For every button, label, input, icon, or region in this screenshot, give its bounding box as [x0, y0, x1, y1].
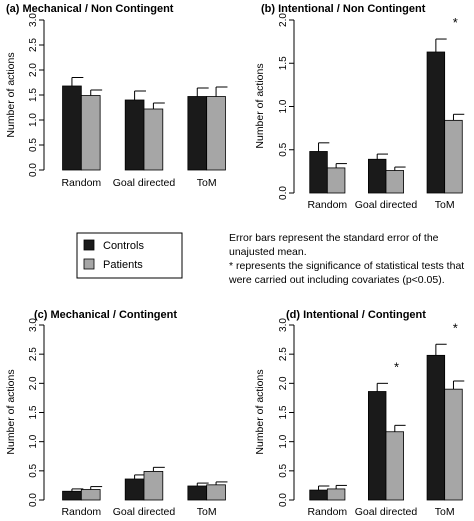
note-line-2: unajusted mean.: [229, 246, 307, 258]
legend-label-patients: Patients: [103, 259, 143, 271]
panel-a-plot: 0.0 0.5 1.0 1.5 2.0 2.5 3.0 Number of actions Ra…: [5, 13, 228, 189]
panel-c-y-tick-label: 2.0: [28, 376, 39, 390]
panel-d-y-tick-label: 0.0: [278, 493, 289, 507]
panel-b-y-tick-label: 0.0: [278, 186, 289, 200]
panel-a-y-tick-label: 0.0: [28, 163, 39, 177]
note-line-1: Error bars represent the standard error …: [229, 232, 439, 244]
panel-a-title: (a) Mechanical / Non Contingent: [6, 3, 174, 15]
panel-a-bar-controls-goal-directed: [124, 99, 145, 171]
panel-d-y-tick-label: 2.0: [278, 376, 289, 390]
panel-c-bar-patients-goal-directed: [143, 471, 164, 501]
panel-a-bar-controls-tom: [187, 96, 208, 171]
panel-d-significance-marker: *: [394, 359, 399, 374]
note-line-3: * represents the significance of statist…: [229, 260, 464, 272]
panel-a-y-tick-label: 2.5: [28, 38, 39, 52]
panel-a-y-axis-label: Number of actions: [5, 52, 17, 137]
legend-swatch-patients: [83, 258, 95, 270]
panel-c-y-axis-label: Number of actions: [5, 369, 17, 454]
panel-b-significance-marker: *: [453, 15, 458, 30]
legend-label-controls: Controls: [103, 240, 144, 252]
panel-c-bar-controls-goal-directed: [124, 478, 145, 501]
panel-d-category-label: Goal directed: [355, 506, 418, 518]
legend: Controls Patients: [76, 232, 183, 279]
panel-c-y-tick-label: 3.0: [28, 318, 39, 332]
panel-c-bar-patients-tom: [206, 484, 226, 501]
panel-b-bar-patients-goal-directed: [385, 170, 405, 194]
panel-c-y-tick-label: 0.0: [28, 493, 39, 507]
panel-c-category-label: Random: [61, 506, 101, 518]
panel-d-plot: 0.0 0.5 1.0 1.5 2.0 2.5 3.0 Number of actions Ra…: [254, 318, 465, 518]
panel-b-bar-patients-random: [326, 167, 346, 194]
panel-d-bar-controls-tom: [426, 354, 446, 501]
panel-b-category-label: Goal directed: [355, 199, 418, 211]
panel-c-category-label: Goal directed: [113, 506, 176, 518]
panel-a-bar-patients-tom: [206, 96, 226, 171]
panel-d-bar-controls-random: [309, 489, 328, 501]
panel-b-bar-patients-tom: [444, 119, 463, 194]
panel-d-title: (d) Intentional / Contingent: [286, 309, 426, 321]
panel-a-bar-controls-random: [62, 85, 82, 171]
panel-c-bar-patients-random: [80, 489, 101, 501]
panel-a-category-label: ToM: [197, 177, 217, 189]
footnote: Error bars represent the standard error …: [228, 232, 464, 286]
panel-d-bar-patients-goal-directed: [385, 431, 405, 501]
panel-a-y-tick-label: 2.0: [28, 63, 39, 77]
panel-c-category-label: ToM: [197, 506, 217, 518]
panel-c-plot: 0.0 0.5 1.0 1.5 2.0 2.5 3.0 Number of actions Ra…: [5, 318, 228, 518]
panel-c-title: (c) Mechanical / Contingent: [34, 309, 177, 321]
panel-a-y-tick-label: 0.5: [28, 138, 39, 152]
panel-c-y-tick-label: 1.5: [28, 405, 39, 419]
panel-d-y-axis-label: Number of actions: [254, 369, 266, 454]
panel-d-y-tick-label: 1.0: [278, 434, 289, 448]
panel-a-bar-patients-goal-directed: [143, 108, 164, 171]
panel-d-y-tick-label: 1.5: [278, 405, 289, 419]
panel-b-y-tick-label: 0.5: [278, 142, 289, 156]
panel-a-bar-patients-random: [80, 95, 101, 171]
panel-b-y-tick-label: 1.5: [278, 56, 289, 70]
panel-d-y-tick-label: 2.5: [278, 347, 289, 361]
panel-d-y-tick-label: 3.0: [278, 318, 289, 332]
panel-d-significance-marker: *: [453, 320, 458, 335]
panel-d-category-label: Random: [307, 506, 347, 518]
panel-a-y-tick-label: 1.0: [28, 113, 39, 127]
panel-a-category-label: Random: [61, 177, 101, 189]
panel-c-y-tick-label: 1.0: [28, 434, 39, 448]
panel-a-y-tick-label: 1.5: [28, 88, 39, 102]
panel-d-category-label: ToM: [435, 506, 455, 518]
panel-b-y-tick-label: 1.0: [278, 99, 289, 113]
panel-b-bar-controls-tom: [426, 51, 446, 194]
note-line-4: were carried out including covariates (p…: [228, 274, 445, 286]
panel-c-y-tick-label: 2.5: [28, 347, 39, 361]
panel-a-category-label: Goal directed: [113, 177, 176, 189]
panel-b-y-axis-label: Number of actions: [254, 63, 266, 148]
legend-box: [76, 232, 183, 279]
panel-c-bar-controls-tom: [187, 485, 208, 501]
legend-swatch-controls: [83, 239, 95, 251]
panel-c-bar-controls-random: [62, 490, 82, 501]
panel-b-category-label: ToM: [435, 199, 455, 211]
panel-b-title: (b) Intentional / Non Contingent: [261, 3, 426, 15]
panel-b-y-tick-label: 2.0: [278, 13, 289, 27]
panel-b-plot: 0.0 0.5 1.0 1.5 2.0 Number of actions Random Go…: [254, 13, 465, 211]
panel-a-y-tick-label: 3.0: [28, 13, 39, 27]
panel-b-bar-controls-random: [309, 151, 328, 194]
panel-d-bar-controls-goal-directed: [367, 391, 387, 501]
panel-b-category-label: Random: [307, 199, 347, 211]
panel-b-bar-controls-goal-directed: [367, 158, 387, 194]
panel-d-bar-patients-random: [326, 488, 346, 501]
panel-d-y-tick-label: 0.5: [278, 463, 289, 477]
panel-d-bar-patients-tom: [444, 388, 463, 501]
panel-c-y-tick-label: 0.5: [28, 463, 39, 477]
